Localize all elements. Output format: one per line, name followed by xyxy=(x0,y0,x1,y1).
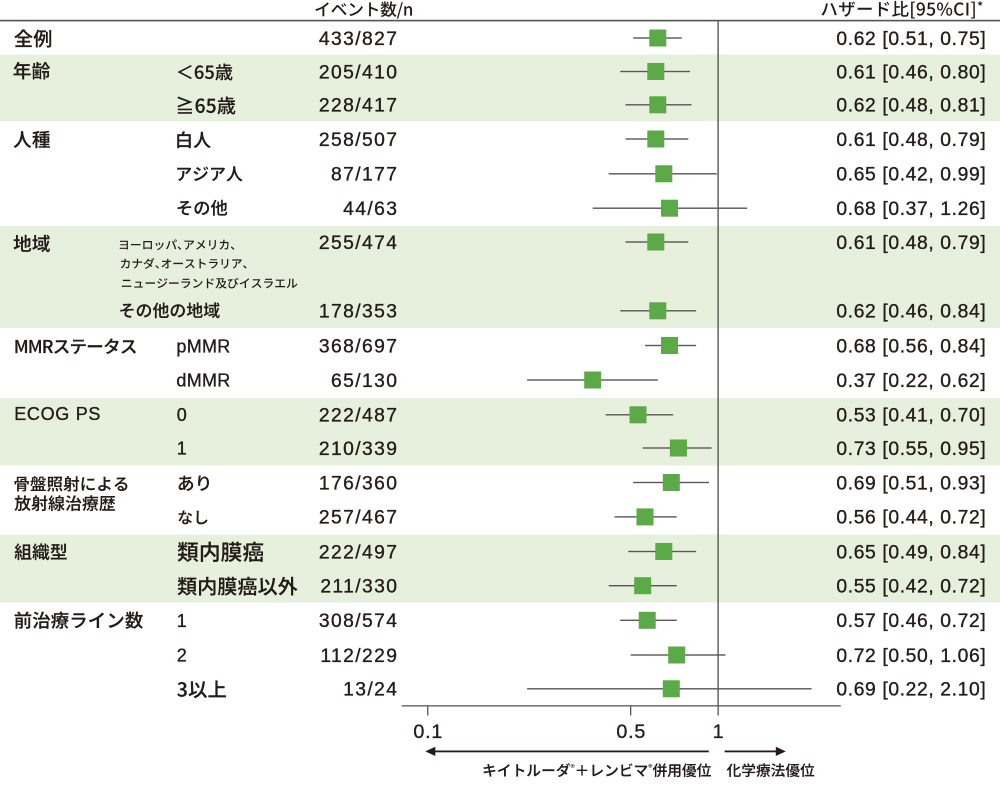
svg-text:222/497: 222/497 xyxy=(319,542,399,563)
svg-text:205/410: 205/410 xyxy=(319,62,399,83)
svg-text:0.69 [0.22, 2.10]: 0.69 [0.22, 2.10] xyxy=(836,680,986,701)
svg-text:0.61 [0.46, 0.80]: 0.61 [0.46, 0.80] xyxy=(836,62,986,83)
svg-text:0.62 [0.51, 0.75]: 0.62 [0.51, 0.75] xyxy=(836,29,986,50)
svg-text:87/177: 87/177 xyxy=(331,165,398,186)
svg-text:257/467: 257/467 xyxy=(319,508,399,529)
svg-text:0.53 [0.41, 0.70]: 0.53 [0.41, 0.70] xyxy=(836,406,986,427)
svg-text:pMMR: pMMR xyxy=(176,336,230,356)
svg-text:258/507: 258/507 xyxy=(319,130,399,151)
svg-text:0.5: 0.5 xyxy=(616,721,646,743)
svg-text:112/229: 112/229 xyxy=(320,646,398,667)
svg-text:0.61 [0.48, 0.79]: 0.61 [0.48, 0.79] xyxy=(836,233,986,254)
svg-text:228/417: 228/417 xyxy=(319,96,399,117)
svg-text:dMMR: dMMR xyxy=(176,371,230,391)
svg-text:2: 2 xyxy=(177,645,187,665)
svg-text:210/339: 210/339 xyxy=(319,439,399,460)
svg-text:0.1: 0.1 xyxy=(413,721,443,743)
svg-text:368/697: 368/697 xyxy=(319,336,399,357)
svg-text:0.55 [0.42, 0.72]: 0.55 [0.42, 0.72] xyxy=(836,577,986,598)
svg-text:176/360: 176/360 xyxy=(319,473,399,494)
svg-text:13/24: 13/24 xyxy=(343,680,398,701)
svg-text:0.56 [0.44, 0.72]: 0.56 [0.44, 0.72] xyxy=(836,508,986,529)
svg-text:0.61 [0.48, 0.79]: 0.61 [0.48, 0.79] xyxy=(836,130,986,151)
svg-text:44/63: 44/63 xyxy=(343,199,398,220)
svg-text:255/474: 255/474 xyxy=(319,233,399,254)
svg-text:0.73 [0.55, 0.95]: 0.73 [0.55, 0.95] xyxy=(836,439,986,460)
svg-text:65/130: 65/130 xyxy=(331,371,398,392)
svg-text:211/330: 211/330 xyxy=(320,577,398,598)
svg-text:0.69 [0.51, 0.93]: 0.69 [0.51, 0.93] xyxy=(836,473,986,494)
svg-text:0.57 [0.46, 0.72]: 0.57 [0.46, 0.72] xyxy=(836,611,986,632)
svg-text:ECOG PS: ECOG PS xyxy=(14,404,101,424)
svg-text:0.65 [0.49, 0.84]: 0.65 [0.49, 0.84] xyxy=(836,542,986,563)
svg-text:1: 1 xyxy=(713,721,724,743)
svg-text:308/574: 308/574 xyxy=(319,611,399,632)
svg-text:0.68 [0.56, 0.84]: 0.68 [0.56, 0.84] xyxy=(836,336,986,357)
svg-text:1: 1 xyxy=(177,611,187,631)
svg-text:0.62 [0.46, 0.84]: 0.62 [0.46, 0.84] xyxy=(836,302,986,323)
svg-text:0.72 [0.50, 1.06]: 0.72 [0.50, 1.06] xyxy=(836,646,986,667)
svg-text:222/487: 222/487 xyxy=(319,406,399,427)
svg-text:0.37 [0.22, 0.62]: 0.37 [0.22, 0.62] xyxy=(836,371,986,392)
svg-text:433/827: 433/827 xyxy=(319,29,399,50)
svg-text:178/353: 178/353 xyxy=(319,302,399,323)
svg-text:0.68 [0.37, 1.26]: 0.68 [0.37, 1.26] xyxy=(836,199,986,220)
svg-text:0.65 [0.42, 0.99]: 0.65 [0.42, 0.99] xyxy=(836,165,986,186)
svg-text:0.62 [0.48, 0.81]: 0.62 [0.48, 0.81] xyxy=(836,96,986,117)
svg-text:1: 1 xyxy=(177,439,187,459)
svg-text:0: 0 xyxy=(177,405,187,425)
